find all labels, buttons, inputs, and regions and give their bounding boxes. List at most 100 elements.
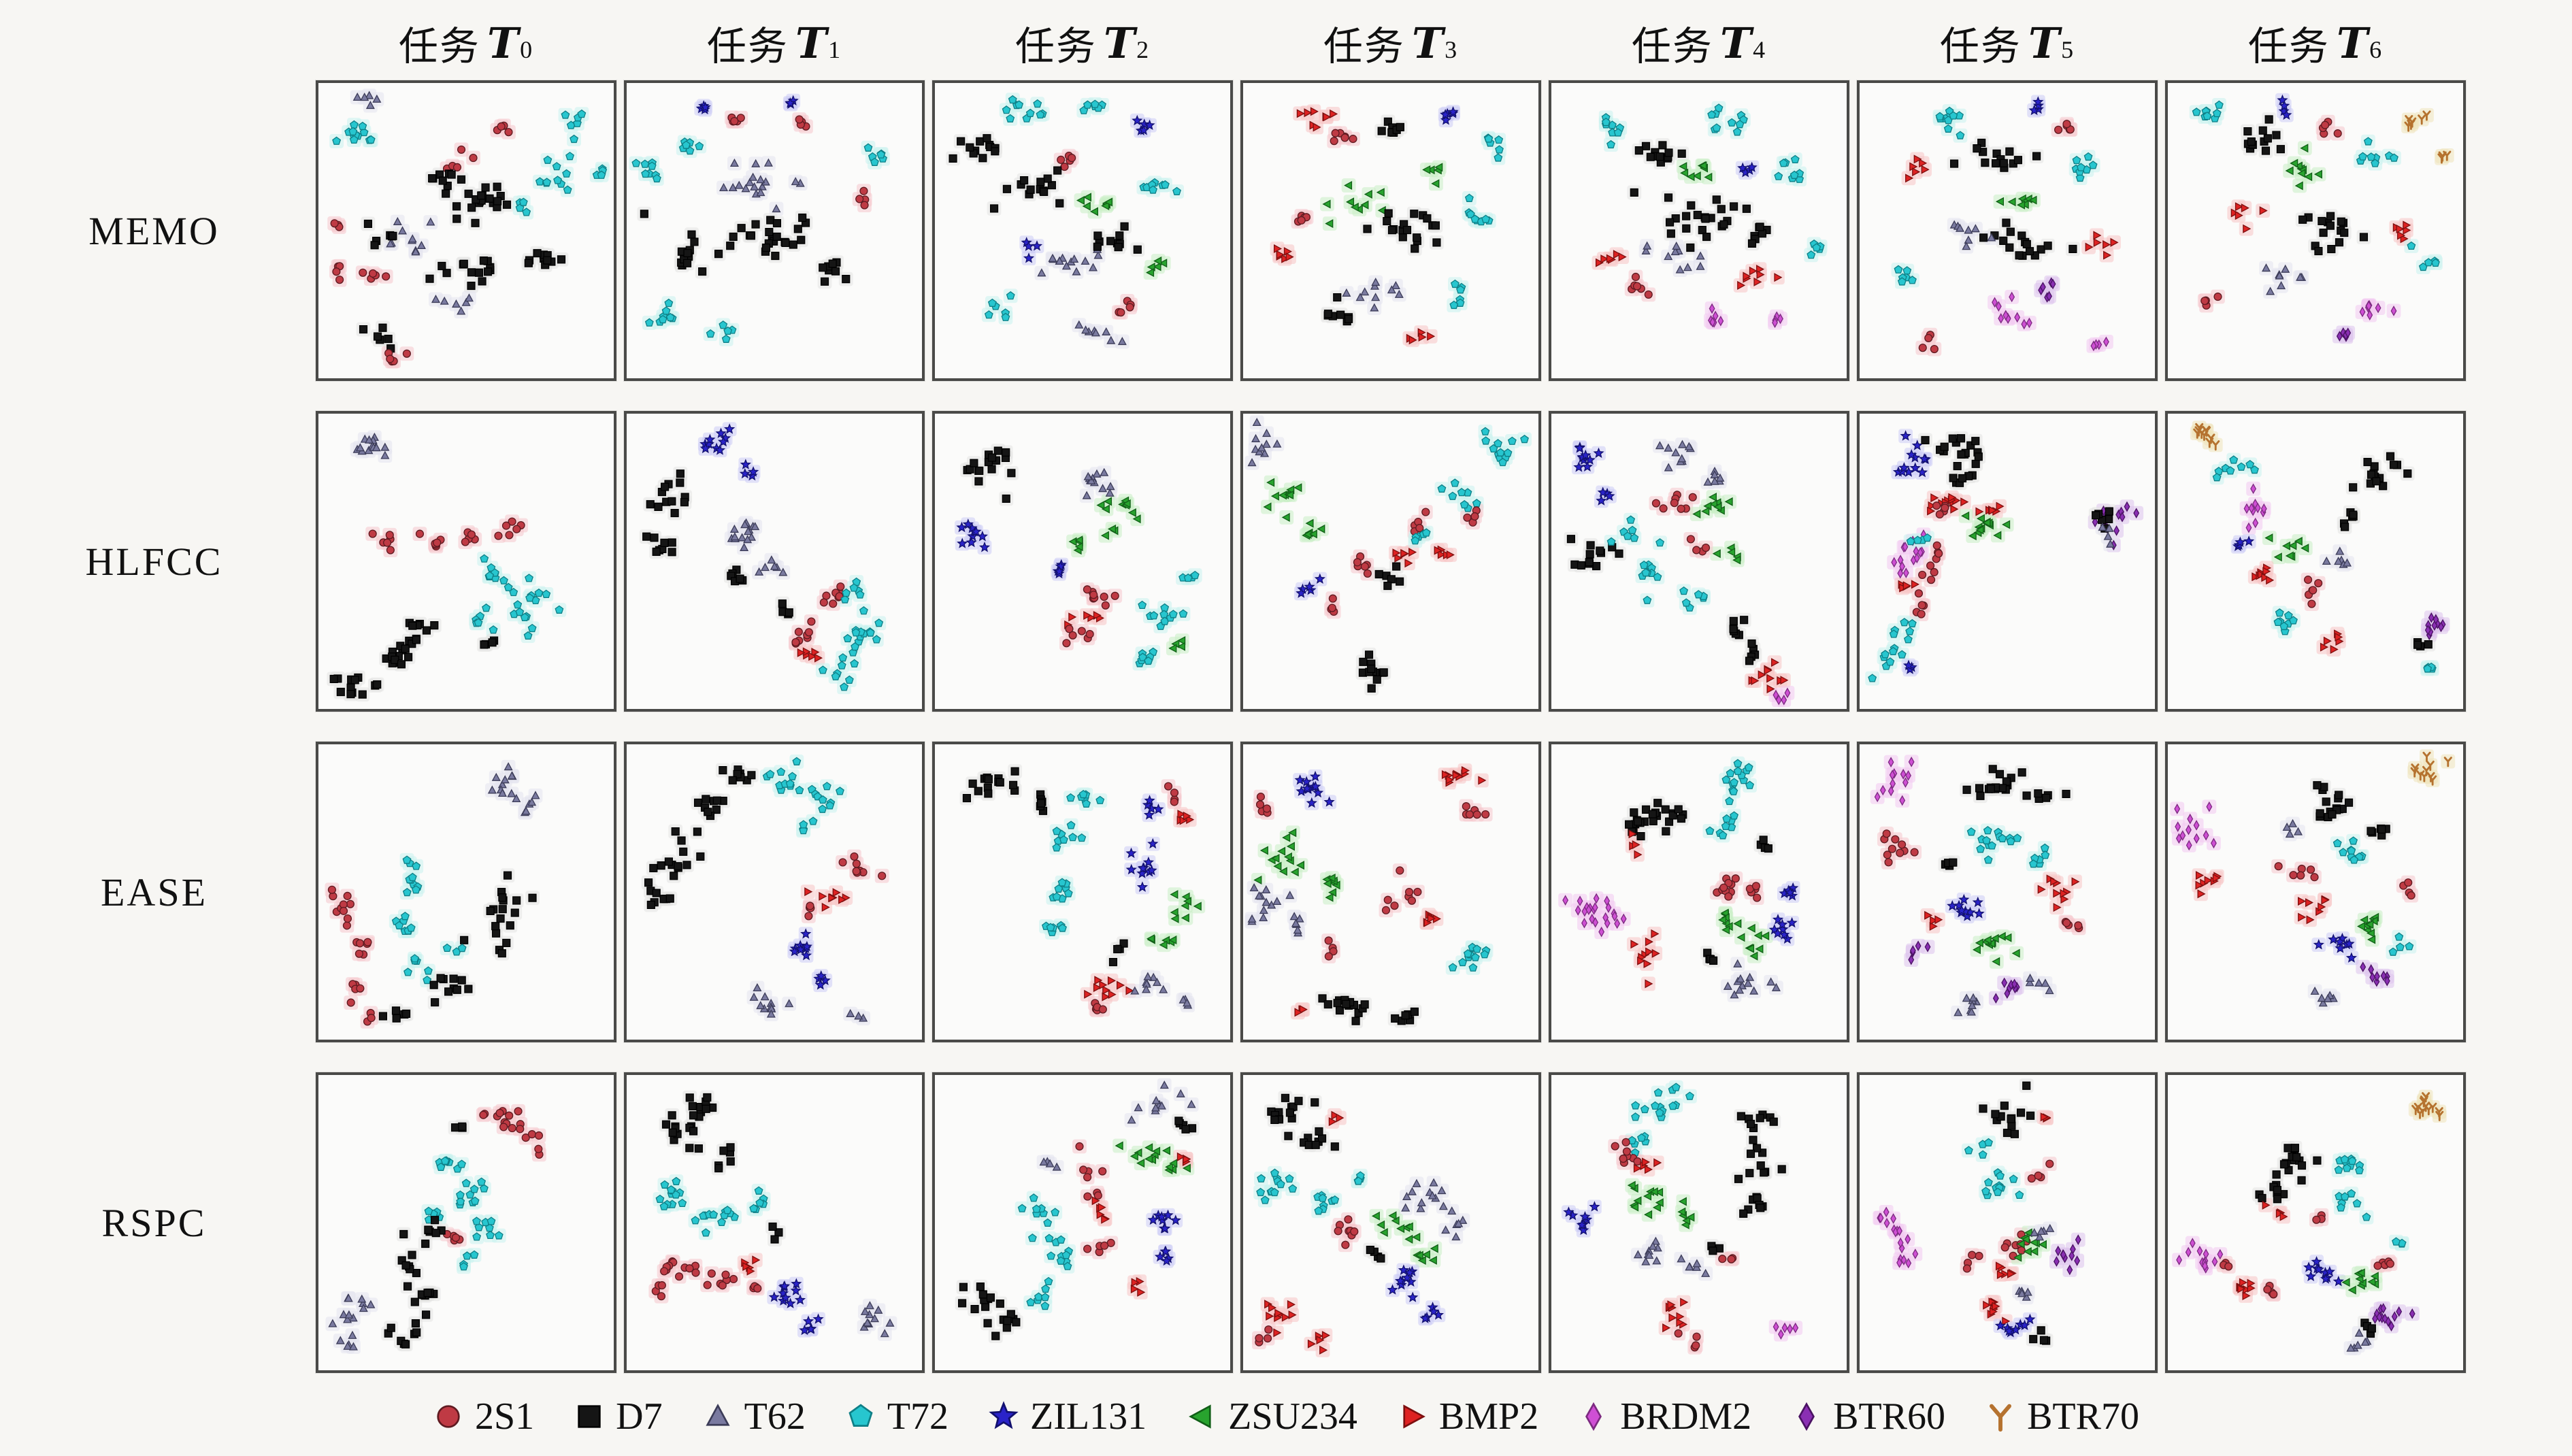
column-header-task-1: 任务 T 1 (624, 11, 925, 75)
legend-item-BTR60: BTR60 (1791, 1395, 1945, 1438)
scatter-panel-MEMO-T1 (624, 80, 925, 381)
scatter-panel-MEMO-T5 (1857, 80, 2158, 381)
tsne-plot-HLFCC-T1 (639, 422, 887, 695)
task-symbol: T (1719, 18, 1753, 68)
legend-marker-triangle-up-icon (706, 1404, 730, 1426)
column-header-row: 任务 T 0 任务 T 1 任务 T 2 任务 T 3 任务 T 4 任务 T 5 任务 T 6 (0, 11, 2470, 75)
scatter-panel-HLFCC-T2 (932, 411, 1233, 712)
scatter-panel-HLFCC-T6 (2165, 411, 2466, 712)
legend-marker-pentagon-icon (848, 1404, 873, 1427)
task-label-cjk: 任务 (1939, 24, 2022, 69)
task-index: 0 (520, 36, 534, 63)
tsne-plot-MEMO-T6 (2189, 93, 2454, 344)
column-header-task-4: 任务 T 4 (1549, 11, 1849, 75)
tsne-plot-RSPC-T3 (1251, 1091, 1470, 1357)
tsne-plot-EASE-T5 (1870, 755, 2086, 1020)
legend-item-BRDM2: BRDM2 (1578, 1395, 1751, 1438)
scatter-panel-RSPC-T5 (1857, 1072, 2158, 1373)
task-symbol: T (487, 18, 521, 68)
tsne-plot-MEMO-T4 (1592, 101, 1828, 330)
task-symbol: T (795, 18, 829, 68)
legend-item-ZSU234: ZSU234 (1186, 1395, 1357, 1438)
tsne-plot-RSPC-T1 (648, 1090, 897, 1341)
tsne-plot-EASE-T3 (1244, 763, 1494, 1029)
row-label-HLFCC: HLFCC (85, 539, 223, 584)
legend-label: 2S1 (475, 1395, 535, 1438)
method-row-MEMO: MEMO (0, 80, 2470, 381)
scatter-panel-EASE-T5 (1857, 742, 2158, 1042)
scatter-panel-HLFCC-T3 (1240, 411, 1541, 712)
scatter-panel-HLFCC-T1 (624, 411, 925, 712)
row-label-EASE: EASE (101, 870, 208, 914)
method-row-HLFCC: HLFCC (0, 411, 2470, 712)
tsne-plot-HLFCC-T2 (955, 444, 1202, 671)
task-symbol: T (1411, 18, 1445, 68)
scatter-panel-RSPC-T0 (316, 1072, 616, 1373)
scatter-panel-EASE-T6 (2165, 742, 2466, 1042)
scatter-panel-RSPC-T1 (624, 1072, 925, 1373)
scatter-panel-EASE-T2 (932, 742, 1233, 1042)
task-symbol: T (1103, 18, 1137, 68)
column-header-task-0: 任务 T 0 (316, 11, 616, 75)
task-label-cjk: 任务 (1015, 24, 1097, 69)
scatter-panel-EASE-T4 (1549, 742, 1849, 1042)
legend-item-BMP2: BMP2 (1397, 1395, 1538, 1438)
column-header-task-2: 任务 T 2 (932, 11, 1233, 75)
legend-item-T62: T62 (702, 1395, 806, 1438)
task-index: 6 (2369, 36, 2384, 63)
scatter-panel-RSPC-T2 (932, 1072, 1233, 1373)
legend-item-ZIL131: ZIL131 (988, 1395, 1147, 1438)
task-label-cjk: 任务 (706, 24, 789, 69)
scatter-panel-HLFCC-T4 (1549, 411, 1849, 712)
tsne-plot-MEMO-T0 (327, 88, 610, 369)
tsne-plot-MEMO-T3 (1270, 104, 1506, 348)
task-index: 4 (1753, 36, 1767, 63)
legend-item-2S1: 2S1 (433, 1395, 534, 1438)
scatter-panel-EASE-T0 (316, 742, 616, 1042)
legend-label: ZSU234 (1228, 1395, 1357, 1438)
task-index: 2 (1136, 36, 1151, 63)
task-label-cjk: 任务 (398, 24, 480, 69)
scatter-panel-RSPC-T6 (2165, 1072, 2466, 1373)
tsne-plot-MEMO-T2 (946, 93, 1184, 349)
method-row-EASE: EASE (0, 742, 2470, 1042)
tsne-plot-HLFCC-T5 (1865, 429, 2144, 686)
scatter-panel-EASE-T3 (1240, 742, 1541, 1042)
method-row-RSPC: RSPC (0, 1072, 2470, 1373)
scatter-panel-MEMO-T0 (316, 80, 616, 381)
legend-label: ZIL131 (1030, 1395, 1147, 1438)
tsne-plot-EASE-T1 (641, 755, 889, 1026)
tsne-plot-RSPC-T0 (325, 1104, 546, 1355)
scatter-panel-RSPC-T3 (1240, 1072, 1541, 1373)
tsne-plot-MEMO-T1 (629, 93, 890, 346)
tsne-plot-RSPC-T4 (1562, 1080, 1803, 1355)
tsne-plot-HLFCC-T0 (327, 430, 567, 702)
class-legend: 2S1 D7 T62 T72 ZIL131 ZSU234 BMP2 BRDM2 BTR60 BTR… (0, 1383, 2572, 1451)
column-header-task-6: 任务 T 6 (2165, 11, 2466, 75)
legend-label: T72 (887, 1395, 949, 1438)
tsne-plot-EASE-T0 (325, 759, 543, 1029)
scatter-panel-HLFCC-T5 (1857, 411, 2158, 712)
legend-label: D7 (616, 1395, 663, 1438)
task-symbol: T (2336, 18, 2370, 68)
tsne-plot-EASE-T4 (1558, 756, 1800, 1002)
tsne-plot-HLFCC-T3 (1244, 415, 1532, 696)
tsne-plot-RSPC-T2 (955, 1078, 1200, 1344)
legend-label: BTR70 (2027, 1395, 2139, 1438)
header-spacer (0, 11, 308, 75)
legend-label: BRDM2 (1620, 1395, 1752, 1438)
scatter-panel-MEMO-T4 (1549, 80, 1849, 381)
legend-marker-y-icon (1990, 1404, 2012, 1432)
scatter-panel-MEMO-T3 (1240, 80, 1541, 381)
tsne-plot-HLFCC-T4 (1564, 437, 1795, 708)
scatter-panel-MEMO-T6 (2165, 80, 2466, 381)
legend-item-T72: T72 (845, 1395, 949, 1438)
legend-marker-thin-diamond-icon (1798, 1402, 1815, 1432)
scatter-panel-RSPC-T4 (1549, 1072, 1849, 1373)
legend-marker-thin-diamond-icon (1585, 1402, 1602, 1432)
row-label-RSPC: RSPC (101, 1200, 207, 1245)
legend-label: T62 (744, 1395, 806, 1438)
column-header-task-3: 任务 T 3 (1240, 11, 1541, 75)
task-index: 3 (1445, 36, 1459, 63)
